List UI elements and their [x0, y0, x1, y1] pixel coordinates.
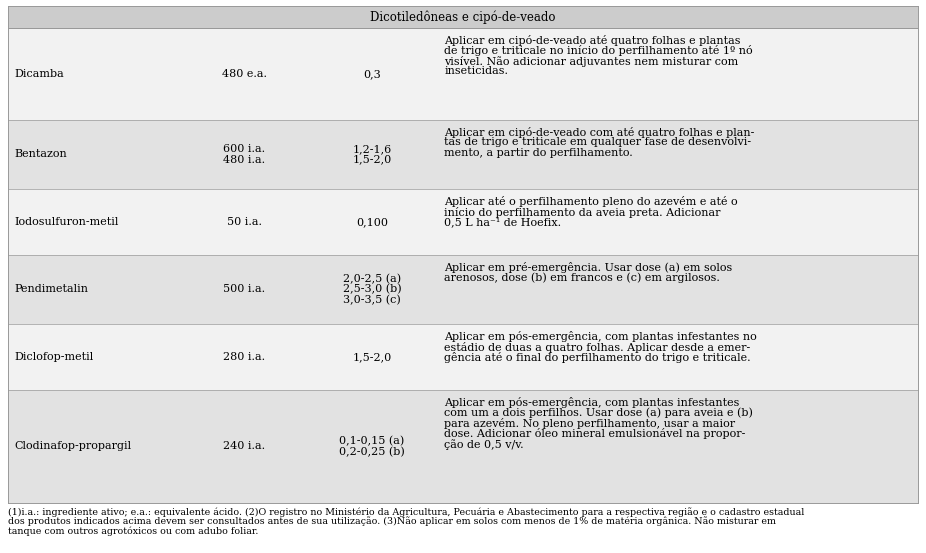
Bar — [8, 189, 918, 254]
Text: (1)i.a.: ingrediente ativo; e.a.: equivalente ácido. (2)O registro no Ministério: (1)i.a.: ingrediente ativo; e.a.: equiva… — [8, 507, 805, 517]
Text: 2,5-3,0 (b): 2,5-3,0 (b) — [343, 284, 401, 295]
Text: gência até o final do perfilhamento do trigo e triticale.: gência até o final do perfilhamento do t… — [444, 352, 751, 363]
Text: inseticidas.: inseticidas. — [444, 66, 508, 76]
Text: 1,5-2,0: 1,5-2,0 — [353, 352, 392, 362]
Bar — [8, 390, 918, 503]
Text: Bentazon: Bentazon — [14, 149, 67, 159]
Text: 2,0-2,5 (a): 2,0-2,5 (a) — [343, 274, 401, 284]
Text: dos produtos indicados acima devem ser consultados antes de sua utilização. (3)N: dos produtos indicados acima devem ser c… — [8, 517, 776, 526]
Text: 0,5 L ha⁻¹ de Hoefix.: 0,5 L ha⁻¹ de Hoefix. — [444, 217, 561, 227]
Text: 0,2-0,25 (b): 0,2-0,25 (b) — [339, 446, 405, 457]
Text: 480 e.a.: 480 e.a. — [221, 69, 267, 79]
Text: Aplicar em pós-emergência, com plantas infestantes: Aplicar em pós-emergência, com plantas i… — [444, 397, 740, 408]
Bar — [8, 28, 918, 119]
Text: para azevém. No pleno perfilhamento, usar a maior: para azevém. No pleno perfilhamento, usa… — [444, 418, 735, 429]
Text: 50 i.a.: 50 i.a. — [227, 217, 262, 227]
Text: 0,3: 0,3 — [363, 69, 381, 79]
Text: 280 i.a.: 280 i.a. — [223, 352, 265, 362]
Text: 3,0-3,5 (c): 3,0-3,5 (c) — [344, 295, 401, 305]
Text: Pendimetalin: Pendimetalin — [14, 284, 88, 294]
Bar — [8, 119, 918, 189]
Text: início do perfilhamento da aveia preta. Adicionar: início do perfilhamento da aveia preta. … — [444, 207, 720, 218]
Text: dose. Adicionar óleo mineral emulsionável na propor-: dose. Adicionar óleo mineral emulsionáve… — [444, 428, 745, 439]
Text: tanque com outros agrotóxicos ou com adubo foliar.: tanque com outros agrotóxicos ou com adu… — [8, 526, 258, 535]
Bar — [8, 324, 918, 390]
Text: tas de trigo e triticale em qualquer fase de desenvolvi-: tas de trigo e triticale em qualquer fas… — [444, 137, 752, 147]
Text: ção de 0,5 v/v.: ção de 0,5 v/v. — [444, 439, 524, 450]
Bar — [8, 6, 918, 28]
Text: com um a dois perfilhos. Usar dose (a) para aveia e (b): com um a dois perfilhos. Usar dose (a) p… — [444, 407, 753, 418]
Text: Clodinafop-propargil: Clodinafop-propargil — [14, 441, 131, 451]
Text: mento, a partir do perfilhamento.: mento, a partir do perfilhamento. — [444, 148, 633, 158]
Text: Dicotiledôneas e cipó-de-veado: Dicotiledôneas e cipó-de-veado — [370, 11, 556, 24]
Text: Aplicar até o perfilhamento pleno do azevém e até o: Aplicar até o perfilhamento pleno do aze… — [444, 196, 738, 207]
Text: Dicamba: Dicamba — [14, 69, 64, 79]
Text: 600 i.a.: 600 i.a. — [223, 144, 265, 154]
Text: 240 i.a.: 240 i.a. — [223, 441, 265, 451]
Text: Aplicar em cipó-de-veado até quatro folhas e plantas: Aplicar em cipó-de-veado até quatro folh… — [444, 35, 741, 46]
Text: 1,2-1,6: 1,2-1,6 — [353, 144, 392, 154]
Text: 1,5-2,0: 1,5-2,0 — [353, 155, 392, 165]
Text: Aplicar em pré-emergência. Usar dose (a) em solos: Aplicar em pré-emergência. Usar dose (a)… — [444, 262, 732, 273]
Text: 0,100: 0,100 — [356, 217, 388, 227]
Text: Aplicar em cipó-de-veado com até quatro folhas e plan-: Aplicar em cipó-de-veado com até quatro … — [444, 127, 755, 138]
Text: Diclofop-metil: Diclofop-metil — [14, 352, 94, 362]
Text: 500 i.a.: 500 i.a. — [223, 284, 265, 294]
Text: Aplicar em pós-emergência, com plantas infestantes no: Aplicar em pós-emergência, com plantas i… — [444, 331, 757, 342]
Text: visível. Não adicionar adjuvantes nem misturar com: visível. Não adicionar adjuvantes nem mi… — [444, 56, 739, 67]
Text: de trigo e triticale no início do perfilhamento até 1º nó: de trigo e triticale no início do perfil… — [444, 45, 753, 56]
Text: estádio de duas a quatro folhas. Aplicar desde a emer-: estádio de duas a quatro folhas. Aplicar… — [444, 342, 751, 353]
Bar — [8, 254, 918, 324]
Text: 0,1-0,15 (a): 0,1-0,15 (a) — [339, 436, 405, 446]
Text: 480 i.a.: 480 i.a. — [223, 155, 265, 165]
Text: arenosos, dose (b) em francos e (c) em argilosos.: arenosos, dose (b) em francos e (c) em a… — [444, 272, 720, 283]
Text: Iodosulfuron-metil: Iodosulfuron-metil — [14, 217, 119, 227]
